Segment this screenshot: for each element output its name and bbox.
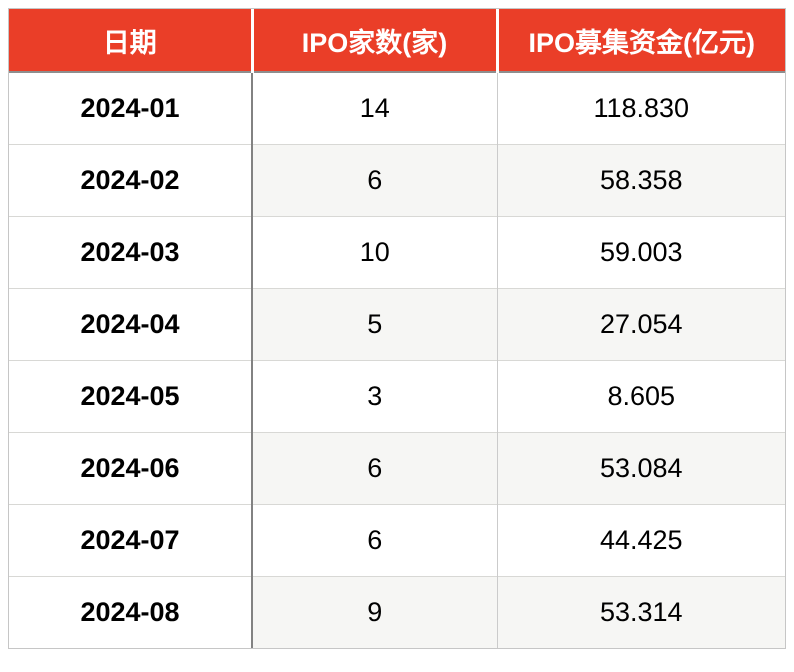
table-row: 2024-02 6 58.358 xyxy=(9,143,785,216)
date-cell: 2024-04 xyxy=(9,287,253,360)
ipo-monthly-table: 日期 IPO家数(家) IPO募集资金(亿元) 2024-01 14 118.8… xyxy=(8,8,786,649)
table-row: 2024-04 5 27.054 xyxy=(9,287,785,360)
ipo-count-cell: 6 xyxy=(252,503,498,576)
column-header-ipo-count: IPO家数(家) xyxy=(252,9,499,73)
column-header-date: 日期 xyxy=(9,9,254,73)
ipo-funds-cell: 53.314 xyxy=(497,575,785,648)
date-cell: 2024-05 xyxy=(9,359,253,432)
ipo-funds-cell: 58.358 xyxy=(497,143,785,216)
ipo-count-cell: 3 xyxy=(252,359,498,432)
header-row: 日期 IPO家数(家) IPO募集资金(亿元) xyxy=(9,9,785,73)
ipo-count-cell: 6 xyxy=(252,143,498,216)
date-cell: 2024-06 xyxy=(9,431,253,504)
date-cell: 2024-01 xyxy=(9,72,253,144)
table-row: 2024-07 6 44.425 xyxy=(9,503,785,576)
column-header-ipo-funds: IPO募集资金(亿元) xyxy=(497,9,785,73)
table-row: 2024-03 10 59.003 xyxy=(9,215,785,288)
ipo-funds-cell: 27.054 xyxy=(497,287,785,360)
ipo-funds-cell: 8.605 xyxy=(497,359,785,432)
ipo-funds-cell: 118.830 xyxy=(497,72,785,144)
ipo-count-cell: 14 xyxy=(252,72,498,144)
ipo-funds-cell: 53.084 xyxy=(497,431,785,504)
ipo-funds-cell: 44.425 xyxy=(497,503,785,576)
table-row: 2024-06 6 53.084 xyxy=(9,431,785,504)
date-cell: 2024-02 xyxy=(9,143,253,216)
ipo-count-cell: 6 xyxy=(252,431,498,504)
date-cell: 2024-08 xyxy=(9,575,253,648)
table-body: 2024-01 14 118.830 2024-02 6 58.358 2024… xyxy=(9,72,785,648)
ipo-funds-cell: 59.003 xyxy=(497,215,785,288)
date-cell: 2024-07 xyxy=(9,503,253,576)
data-table: 日期 IPO家数(家) IPO募集资金(亿元) 2024-01 14 118.8… xyxy=(9,9,785,648)
table-row: 2024-05 3 8.605 xyxy=(9,359,785,432)
date-cell: 2024-03 xyxy=(9,215,253,288)
ipo-count-cell: 10 xyxy=(252,215,498,288)
table-row: 2024-01 14 118.830 xyxy=(9,72,785,144)
table-row: 2024-08 9 53.314 xyxy=(9,575,785,648)
ipo-count-cell: 5 xyxy=(252,287,498,360)
table-header: 日期 IPO家数(家) IPO募集资金(亿元) xyxy=(9,9,785,73)
ipo-count-cell: 9 xyxy=(252,575,498,648)
